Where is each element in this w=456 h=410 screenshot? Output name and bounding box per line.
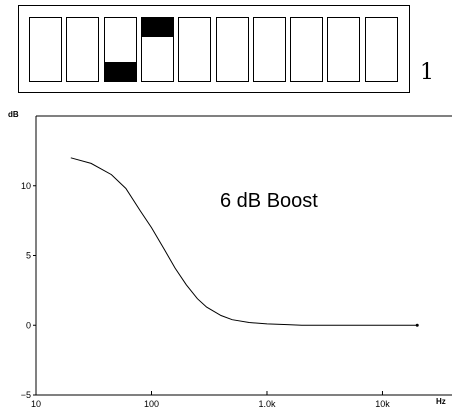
dip-switch-number: 1 [420,60,434,85]
y-tick-label: 5 [26,251,31,261]
dip-switch-knob [141,18,173,37]
dip-switch-2[interactable] [66,17,100,82]
y-axis-ticks: 10 5 0 −5 [21,181,36,400]
x-tick-label: 10k [375,399,390,409]
x-tick-label: 100 [144,399,159,409]
x-tick-label: 1.0k [258,399,276,409]
dip-switch-8[interactable] [290,17,324,82]
curve-end-point [415,323,419,327]
dip-switch-7[interactable] [252,17,286,82]
dip-switch-6[interactable] [215,17,249,82]
dip-switch-knob [104,62,136,81]
x-axis-ticks: 10 100 1.0k 10k [31,391,390,409]
dip-switch-5[interactable] [178,17,212,82]
dip-switch-1[interactable] [29,17,62,82]
response-curve-1 [70,157,418,326]
dip-switch-9[interactable] [327,17,361,82]
dip-switch-panel [18,5,410,93]
y-axis-unit-label: dB [8,110,19,119]
plot-frame [35,115,452,396]
dip-switch-10[interactable] [364,17,398,82]
x-axis-unit-label: Hz [436,397,446,406]
dip-switch-3[interactable] [103,17,137,82]
y-tick-label: 10 [21,181,31,191]
y-tick-label: −5 [21,390,31,400]
dip-switch-4[interactable] [140,17,174,82]
x-tick-label: 10 [31,399,41,409]
boost-annotation: 6 dB Boost [220,190,318,212]
y-tick-label: 0 [26,320,31,330]
series-layer [70,157,419,327]
